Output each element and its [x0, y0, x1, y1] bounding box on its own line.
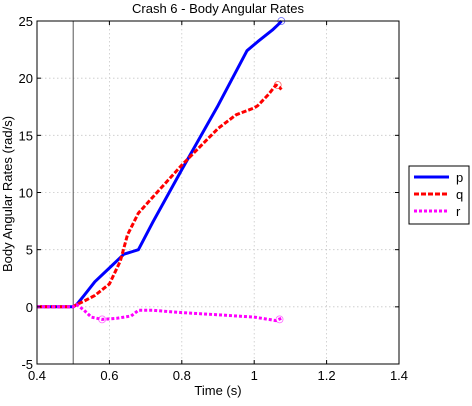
series-line-p: [37, 20, 283, 309]
end-marker-r: [98, 315, 107, 324]
y-tick-label: 10: [19, 186, 33, 201]
x-tick-label: 1.4: [390, 368, 408, 383]
legend-label-q: q: [456, 187, 463, 202]
y-tick-label: 0: [26, 300, 33, 315]
end-marker-layer: [98, 17, 286, 324]
x-tick-label: 0.6: [100, 368, 118, 383]
legend: pqr: [408, 165, 470, 225]
series-line-q: [37, 83, 283, 309]
y-tick-label: 5: [26, 243, 33, 258]
end-marker-q: [273, 81, 282, 89]
y-tick-label: 15: [19, 128, 33, 143]
y-tick-label: 20: [19, 71, 33, 86]
legend-label-r: r: [456, 204, 461, 219]
x-axis-label: Time (s): [194, 383, 241, 398]
x-tick-label: 1: [251, 368, 258, 383]
x-tick-label: 1.2: [318, 368, 336, 383]
series-line-r: [37, 303, 282, 323]
legend-entries: pqr: [414, 170, 463, 219]
series-layer: [37, 20, 283, 323]
x-ticks: 0.4 0.6 0.8 1 1.2 1.4: [28, 21, 408, 383]
legend-label-p: p: [456, 170, 463, 185]
grid-layer: [37, 21, 399, 364]
x-tick-label: 0.4: [28, 368, 46, 383]
y-axis-label: Body Angular Rates (rad/s): [0, 116, 15, 272]
chart-title: Crash 6 - Body Angular Rates: [132, 1, 304, 16]
y-tick-label: -5: [21, 357, 33, 372]
x-tick-label: 0.8: [173, 368, 191, 383]
end-marker-r: [275, 315, 284, 324]
y-ticks: -5 0 5 10 15 20 25: [19, 14, 399, 372]
y-tick-label: 25: [19, 14, 33, 29]
